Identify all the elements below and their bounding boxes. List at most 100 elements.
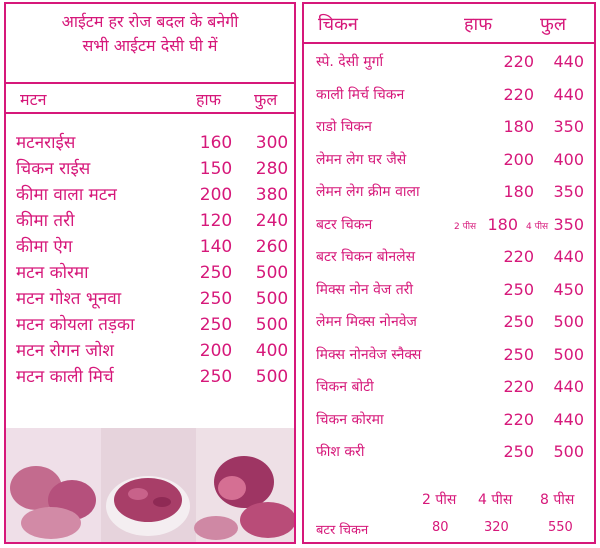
full-price: 450 — [553, 279, 584, 299]
half-price: 250 — [199, 367, 233, 387]
item-name: चिकन बोटी — [316, 379, 374, 395]
full-piece-note: 4 पीस — [526, 221, 549, 232]
item-name: कीमा तरी — [16, 211, 75, 231]
menu-row: मटन कोरमा 250 500 — [6, 260, 294, 286]
full-price: 260 — [255, 237, 289, 257]
half-price: 150 — [199, 159, 233, 179]
menu-row: कीमा तरी 120 240 — [6, 208, 294, 234]
item-name: मटन रोगन जोश — [16, 341, 114, 361]
full-price: 400 — [553, 149, 584, 169]
item-name: काली मिर्च चिकन — [316, 86, 405, 103]
half-price: 140 — [199, 237, 233, 257]
menu-row: लेमन मिक्स नोनवेज 250 500 — [304, 306, 594, 339]
menu-row: बटर चिकन बोनलेस 220 440 — [304, 241, 594, 274]
chicken-header: चिकन हाफ फुल — [304, 4, 594, 44]
full-price: 500 — [553, 344, 584, 364]
food-photo-strip — [6, 428, 294, 542]
half-price: 250 — [503, 344, 534, 364]
half-price: 180 — [503, 117, 534, 136]
item-name: लेमन मिक्स नोनवेज — [316, 314, 417, 330]
item-name: लेमन लेग घर जैसे — [316, 151, 407, 168]
menu-row: मटन गोश्त भूनवा 250 500 — [6, 286, 294, 312]
item-name: चिकन राईस — [16, 159, 91, 179]
full-price: 500 — [255, 367, 289, 387]
chicken-list: स्पे. देसी मुर्गा 220 440 काली मिर्च चिकन 2… — [304, 46, 594, 469]
full-price: 500 — [255, 263, 289, 283]
piece-col-3: 8 पीस — [540, 492, 575, 508]
item-name: मटन कोयला तड़का — [16, 315, 135, 335]
full-price: 240 — [255, 211, 289, 231]
notice-line-2: सभी आईटम देसी घी में — [82, 36, 218, 55]
menu-row: फीश करी 250 500 — [304, 436, 594, 469]
item-name: मटन कोरमा — [16, 263, 89, 283]
menu-row: लेमन लेग घर जैसे 200 400 — [304, 144, 594, 177]
full-price: 440 — [553, 84, 584, 104]
item-name: मटन काली मिर्च — [16, 367, 114, 387]
half-price: 180 — [487, 214, 518, 234]
mutton-panel: आईटम हर रोज बदल के बनेगी सभी आईटम देसी घ… — [4, 2, 296, 544]
menu-row: लेमन लेग क्रीम वाला 180 350 — [304, 176, 594, 209]
menu-row: काली मिर्च चिकन 220 440 — [304, 79, 594, 112]
half-piece-note: 2 पीस — [454, 221, 477, 232]
mutton-title: मटन — [20, 90, 47, 109]
food-photo-icon — [6, 428, 294, 542]
menu-row: मटन कोयला तड़का 250 500 — [6, 312, 294, 338]
menu-row: राडो चिकन 180 350 — [304, 111, 594, 144]
menu-row: कीमा वाला मटन 200 380 — [6, 182, 294, 208]
full-price: 500 — [255, 315, 289, 335]
item-name: लेमन लेग क्रीम वाला — [316, 184, 420, 200]
half-price: 120 — [199, 211, 233, 231]
mutton-half-label: हाफ — [196, 90, 221, 109]
half-price: 200 — [199, 185, 233, 205]
menu-row: मटनराईस 160 300 — [6, 130, 294, 156]
item-name: स्पे. देसी मुर्गा — [316, 54, 384, 70]
half-price: 250 — [199, 289, 233, 309]
piece-col-2: 4 पीस — [478, 492, 513, 508]
full-price: 300 — [255, 133, 289, 153]
item-name: राडो चिकन — [316, 119, 372, 135]
half-price: 160 — [199, 133, 233, 153]
half-price: 220 — [503, 84, 534, 104]
full-price: 350 — [553, 117, 584, 136]
full-price: 500 — [553, 442, 584, 461]
full-price: 500 — [553, 312, 584, 331]
notice-line-1: आईटम हर रोज बदल के बनेगी — [61, 12, 239, 31]
item-name: बटर चिकन बोनलेस — [316, 249, 416, 265]
menu-row: मिक्स नोनवेज स्नैक्स 250 500 — [304, 339, 594, 372]
half-price: 220 — [503, 409, 534, 429]
daily-notice: आईटम हर रोज बदल के बनेगी सभी आईटम देसी घ… — [6, 4, 294, 58]
item-name: कीमा ऐग — [16, 237, 73, 257]
full-price: 380 — [255, 185, 289, 205]
menu-row: स्पे. देसी मुर्गा 220 440 — [304, 46, 594, 79]
menu-row: मिक्स नोन वेज तरी 250 450 — [304, 274, 594, 307]
chicken-title: चिकन — [318, 14, 358, 35]
half-price: 200 — [199, 341, 233, 361]
chicken-full-label: फुल — [540, 14, 567, 35]
chicken-half-label: हाफ — [464, 14, 493, 35]
item-name: बटर चिकन — [316, 216, 373, 233]
menu-row: चिकन राईस 150 280 — [6, 156, 294, 182]
menu-row: बटर चिकन 2 पीस 180 4 पीस 350 — [304, 209, 594, 242]
menu-row: मटन काली मिर्च 250 500 — [6, 364, 294, 390]
chicken-panel: चिकन हाफ फुल स्पे. देसी मुर्गा 220 440 काल… — [302, 2, 596, 544]
half-price: 180 — [503, 182, 534, 201]
half-price: 250 — [199, 263, 233, 283]
piece-item-name: बटर चिकन — [316, 523, 369, 538]
half-price: 220 — [503, 377, 534, 396]
mutton-list: मटनराईस 160 300 चिकन राईस 150 280 कीमा वाला … — [6, 130, 294, 390]
item-name: मटनराईस — [16, 133, 76, 153]
full-price: 440 — [553, 247, 584, 266]
half-price: 250 — [503, 312, 534, 331]
mutton-full-label: फुल — [254, 90, 278, 109]
full-price: 400 — [255, 341, 289, 361]
piece-price-1: 80 — [432, 520, 449, 535]
item-name: फीश करी — [316, 444, 365, 460]
menu-row: चिकन कोरमा 220 440 — [304, 404, 594, 437]
full-price: 440 — [553, 377, 584, 396]
half-price: 250 — [503, 279, 534, 299]
piece-col-1: 2 पीस — [422, 492, 457, 508]
item-name: मिक्स नोनवेज स्नैक्स — [316, 346, 422, 363]
piece-price-3: 550 — [548, 520, 573, 535]
half-price: 250 — [503, 442, 534, 461]
